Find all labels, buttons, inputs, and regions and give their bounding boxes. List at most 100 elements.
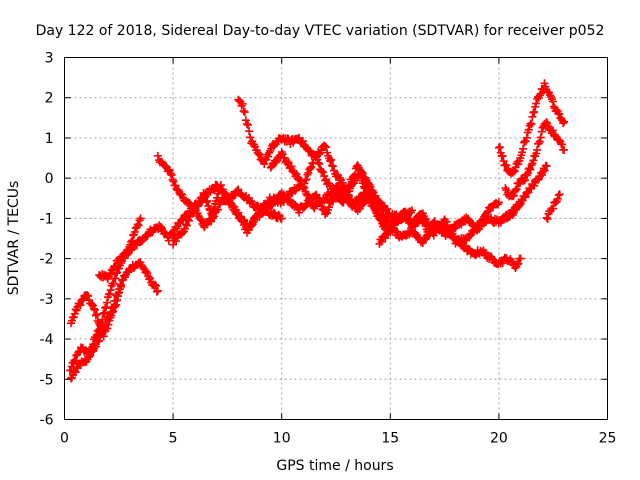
data-point [184, 216, 193, 225]
y-tick-label: -2 [40, 252, 54, 268]
data-point [511, 186, 520, 195]
y-tick-label: -6 [40, 413, 54, 429]
data-point [350, 170, 359, 179]
data-point [355, 204, 364, 213]
data-point [494, 143, 503, 152]
data-point [548, 97, 557, 106]
data-point [502, 161, 511, 170]
data-point [535, 137, 544, 146]
data-point [408, 206, 417, 215]
data-point [167, 171, 176, 180]
data-point [186, 209, 195, 218]
data-point [325, 203, 334, 212]
data-point [560, 117, 569, 126]
data-point [109, 303, 118, 312]
x-tick-label: 10 [273, 431, 291, 447]
data-point [373, 196, 382, 205]
data-point [371, 191, 380, 200]
data-point [240, 215, 249, 224]
data-point [92, 310, 101, 319]
data-point [542, 162, 551, 171]
y-tick-labels: -6 -5 -4 -3 -2 -1 0 1 2 3 [40, 51, 54, 429]
data-point [521, 137, 530, 146]
data-point [368, 187, 377, 196]
series-arc-12 [499, 161, 551, 222]
data-point [157, 223, 166, 232]
data-point [113, 268, 122, 277]
series-arc-11 [501, 118, 569, 201]
data-point [422, 217, 431, 226]
data-point [134, 221, 143, 230]
x-axis-label: GPS time / hours [276, 458, 393, 474]
data-point [255, 150, 264, 159]
data-point [510, 167, 519, 176]
data-point [88, 300, 97, 309]
data-point [509, 191, 518, 200]
y-tick-label: 1 [45, 131, 54, 147]
data-point [89, 304, 98, 313]
y-tick-label: -3 [40, 292, 54, 308]
plot-frame [64, 57, 608, 420]
data-point [527, 120, 536, 129]
data-point [114, 289, 123, 298]
data-point [153, 286, 162, 295]
data-point [540, 79, 549, 88]
data-point [371, 204, 380, 213]
data-point [242, 120, 251, 129]
y-tick-label: 2 [45, 91, 54, 107]
data-point [210, 185, 219, 194]
data-point [117, 281, 126, 290]
data-point [532, 99, 541, 108]
data-point [92, 342, 101, 351]
data-point [549, 204, 558, 213]
y-tick-label: -4 [40, 332, 54, 348]
data-point [423, 218, 432, 227]
data-point [555, 109, 564, 118]
data-point [339, 198, 348, 207]
series-arc-1 [65, 214, 145, 375]
data-point [495, 143, 504, 152]
data-point [146, 274, 155, 283]
data-point [169, 177, 178, 186]
data-point [548, 126, 557, 135]
data-point [322, 143, 331, 152]
data-point [358, 169, 367, 178]
y-tick-label: 0 [45, 171, 54, 187]
data-point [196, 215, 205, 224]
data-point [516, 254, 525, 263]
data-point [518, 148, 527, 157]
data-point [307, 163, 316, 172]
data-point [521, 193, 530, 202]
data-point [533, 145, 542, 154]
data-point [530, 107, 539, 116]
data-point [546, 91, 555, 100]
data-point [488, 254, 497, 263]
data-point [133, 220, 142, 229]
data-point [303, 170, 312, 179]
data-point [319, 168, 328, 177]
data-point [365, 193, 374, 202]
data-point [560, 146, 569, 155]
data-point [526, 165, 535, 174]
data-point [244, 120, 253, 129]
data-point [166, 169, 175, 178]
data-point [326, 157, 335, 166]
data-point [72, 306, 81, 315]
data-point [537, 127, 546, 136]
data-point [540, 166, 549, 175]
data-point [240, 108, 249, 117]
data-point [530, 181, 539, 190]
data-point [554, 191, 563, 200]
data-point [241, 116, 250, 125]
data-point [359, 199, 368, 208]
data-point [347, 177, 356, 186]
data-point [381, 212, 390, 221]
data-point [551, 198, 560, 207]
data-point [349, 172, 358, 181]
data-point [238, 99, 247, 108]
data-point [357, 168, 366, 177]
y-tick-label: -5 [40, 372, 54, 388]
data-point [524, 125, 533, 134]
data-point [527, 161, 536, 170]
data-point [345, 181, 354, 190]
